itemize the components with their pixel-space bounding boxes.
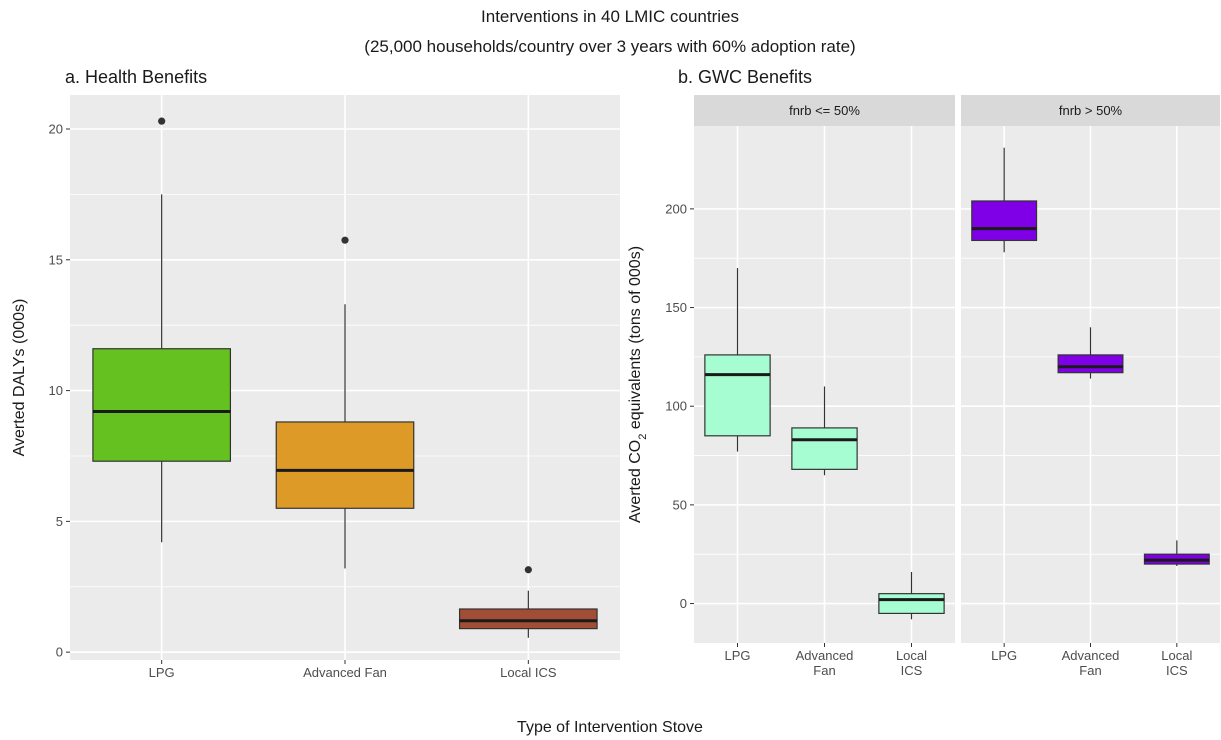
box-iqr — [791, 427, 858, 470]
figure-subtitle: (25,000 households/country over 3 years … — [364, 37, 855, 56]
health-ytick-label: 5 — [56, 514, 63, 529]
health-xtick-label-advanced-fan: Advanced Fan — [303, 665, 387, 680]
gwc-f1-ytick-label: 200 — [665, 201, 687, 216]
health-ytick-label: 20 — [49, 122, 63, 137]
health-panel-title: a. Health Benefits — [65, 67, 207, 87]
box-iqr — [878, 593, 945, 615]
box-iqr — [971, 200, 1038, 242]
gwc-f2-box-lpg — [971, 147, 1038, 253]
health-benefits-panel: a. Health Benefits 0 5 10 15 20 LPG Advanced Fa… — [11, 67, 620, 680]
box-iqr — [458, 608, 598, 630]
health-xtick-label-local-ics: Local ICS — [500, 665, 557, 680]
box-iqr — [1057, 354, 1124, 374]
facet-strip — [694, 95, 955, 126]
health-ytick-label: 0 — [56, 645, 63, 660]
gwc-y-axis-label: Averted CO2 equivalents (tons of 000s) — [627, 246, 649, 523]
gwc-f1-ytick-label: 100 — [665, 399, 687, 414]
health-box-advanced-fan — [275, 236, 415, 569]
health-xtick-label-lpg: LPG — [149, 665, 175, 680]
gwc-f2-xtick-label-local-ics: Local ICS — [1161, 648, 1192, 678]
gwc-f1-box-lpg — [704, 268, 771, 452]
x-axis-label: Type of Intervention Stove — [517, 719, 703, 736]
gwc-benefits-panel: b. GWC Benefits fnrb <= 50% 0 50 100 150 200 LP… — [627, 67, 1220, 678]
gwc-f1-ytick-label: 50 — [673, 497, 687, 512]
gwc-f1-xtick-label-lpg: LPG — [724, 648, 750, 663]
facet-strip-label: fnrb <= 50% — [789, 103, 860, 118]
health-ytick-label: 15 — [49, 252, 63, 267]
facet-strip-label: fnrb > 50% — [1059, 103, 1123, 118]
gwc-f1-ytick-label: 150 — [665, 300, 687, 315]
gwc-f2-box-advanced-fan — [1057, 327, 1124, 379]
gwc-f1-box-advanced-fan — [791, 386, 858, 476]
gwc-f1-xtick-label-advanced-fan: Advanced Fan — [796, 648, 854, 678]
box-iqr — [275, 421, 415, 509]
outlier-point — [524, 566, 532, 574]
gwc-f1-xtick-label-local-ics: Local ICS — [896, 648, 927, 678]
gwc-panel-title: b. GWC Benefits — [678, 67, 812, 87]
gwc-f1-box-local-ics — [878, 571, 945, 620]
health-box-local-ics — [458, 566, 598, 638]
health-y-axis-label: Averted DALYs (000s) — [11, 299, 28, 457]
health-box-lpg — [92, 117, 232, 543]
gwc-facet-2: fnrb > 50% LPG Advanced Fan Local ICS — [961, 95, 1220, 678]
outlier-point — [158, 117, 166, 125]
gwc-f1-ytick-label: 0 — [680, 596, 687, 611]
box-iqr — [704, 354, 771, 437]
figure-title: Interventions in 40 LMIC countries — [481, 7, 739, 26]
box-iqr — [92, 348, 232, 462]
gwc-f2-xtick-label-lpg: LPG — [991, 648, 1017, 663]
gwc-facet-1: fnrb <= 50% 0 50 100 150 200 LPG Advanced Fan Loc… — [665, 95, 955, 678]
health-ytick-label: 10 — [49, 383, 63, 398]
gwc-f2-xtick-label-advanced-fan: Advanced Fan — [1062, 648, 1120, 678]
gwc-f2-box-local-ics — [1143, 540, 1210, 567]
outlier-point — [341, 236, 349, 244]
facet-strip — [961, 95, 1220, 126]
